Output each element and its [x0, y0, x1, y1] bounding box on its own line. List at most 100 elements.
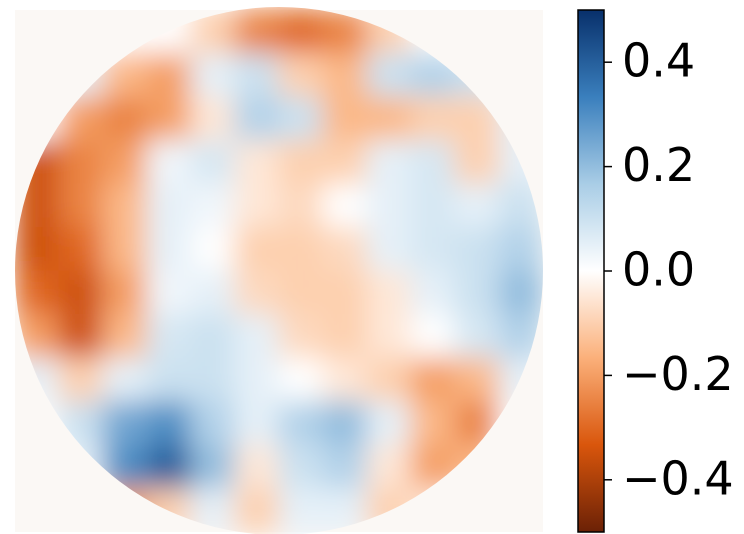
heatmap-cell [102, 227, 148, 272]
heatmap-cell [234, 227, 280, 272]
heatmap-cell [278, 444, 324, 489]
heatmap-cell [322, 183, 368, 228]
colorbar-tick-label: 0.2 [622, 138, 695, 192]
heatmap-cell [102, 270, 148, 315]
heatmap-cell [146, 401, 192, 446]
heatmap-cell [146, 227, 192, 272]
heatmap-cell [322, 314, 368, 359]
heatmap-cell [146, 140, 192, 185]
heatmap-cell [322, 140, 368, 185]
heatmap-cell [278, 9, 324, 54]
heatmap-cell [190, 314, 236, 359]
heatmap-cell [366, 357, 412, 402]
heatmap-cell [190, 53, 236, 98]
heatmap-cell [322, 357, 368, 402]
heatmap-cell [410, 227, 456, 272]
heatmap-cell [410, 314, 456, 359]
heatmap-cell [146, 183, 192, 228]
heatmap-cell [454, 140, 500, 185]
heatmap-cell [278, 96, 324, 141]
heatmap-cell [58, 314, 104, 359]
heatmap-cell [234, 488, 280, 533]
heatmap-cell [146, 96, 192, 141]
heatmap-cell [190, 227, 236, 272]
heatmap-cell [454, 357, 500, 402]
heatmap-cell [58, 140, 104, 185]
heatmap-cell [102, 96, 148, 141]
heatmap-cell [278, 488, 324, 533]
heatmap-cell [278, 53, 324, 98]
heatmap-cell [146, 53, 192, 98]
heatmap-cell [322, 227, 368, 272]
colorbar [577, 9, 605, 533]
heatmap-cell [15, 227, 60, 272]
heatmap-cell [102, 401, 148, 446]
heatmap-cell [366, 227, 412, 272]
heatmap-cell [366, 53, 412, 98]
heatmap-cell [102, 357, 148, 402]
heatmap-cell [234, 444, 280, 489]
heatmap-cell [366, 401, 412, 446]
heatmap-cell [410, 140, 456, 185]
heatmap-cell [454, 183, 500, 228]
colorbar-tick-label: 0.4 [622, 34, 695, 88]
heatmap-cell [102, 140, 148, 185]
heatmap-cell [234, 357, 280, 402]
colorbar-tick-label: 0.0 [622, 243, 695, 297]
heatmap-cell [454, 314, 500, 359]
heatmap-cell [190, 270, 236, 315]
disk [15, 9, 543, 533]
colorbar-ticks: −0.4 −0.2 0.0 0.2 0.4 [604, 34, 734, 505]
heatmap-cell [366, 270, 412, 315]
heatmap-cell [146, 314, 192, 359]
heatmap-cell [322, 53, 368, 98]
heatmap-cell [278, 227, 324, 272]
heatmap-cell [58, 183, 104, 228]
heatmap-cell [190, 96, 236, 141]
heatmap-cell [102, 183, 148, 228]
heatmap-cell [366, 140, 412, 185]
heatmap-cell [234, 96, 280, 141]
heatmap-cell [410, 96, 456, 141]
heatmap-cell [410, 401, 456, 446]
heatmap-cell [190, 357, 236, 402]
heatmap-cell [278, 270, 324, 315]
heatmap-cells [15, 9, 543, 533]
colorbar-tick-label: −0.4 [622, 451, 734, 505]
heatmap-cell [102, 314, 148, 359]
heatmap-cell [234, 314, 280, 359]
heatmap-cell [234, 9, 280, 54]
heatmap-cell [234, 140, 280, 185]
heatmap-cell [278, 401, 324, 446]
heatmap-cell [190, 401, 236, 446]
heatmap-cell [234, 183, 280, 228]
heatmap-cell [58, 270, 104, 315]
heatmap-cell [366, 96, 412, 141]
colorbar-tick-label: −0.2 [622, 347, 734, 401]
heatmap-cell [410, 183, 456, 228]
heatmap-cell [278, 140, 324, 185]
heatmap-cell [366, 444, 412, 489]
heatmap-cell [234, 270, 280, 315]
heatmap-cell [498, 227, 543, 272]
heatmap-cell [322, 444, 368, 489]
heatmap-cell [190, 140, 236, 185]
heatmap-cell [58, 357, 104, 402]
heatmap-cell [454, 270, 500, 315]
heatmap-cell [278, 183, 324, 228]
heatmap-cell [234, 53, 280, 98]
heatmap-cell [278, 357, 324, 402]
heatmap-cell [234, 401, 280, 446]
heatmap-cell [190, 444, 236, 489]
heatmap-cell [15, 270, 60, 315]
heatmap-cell [146, 357, 192, 402]
heatmap-cell [322, 270, 368, 315]
heatmap-cell [410, 270, 456, 315]
heatmap-cell [322, 401, 368, 446]
heatmap-cell [410, 357, 456, 402]
heatmap-cell [146, 444, 192, 489]
heatmap-cell [498, 270, 543, 315]
heatmap-cell [58, 227, 104, 272]
heatmap-cell [366, 314, 412, 359]
